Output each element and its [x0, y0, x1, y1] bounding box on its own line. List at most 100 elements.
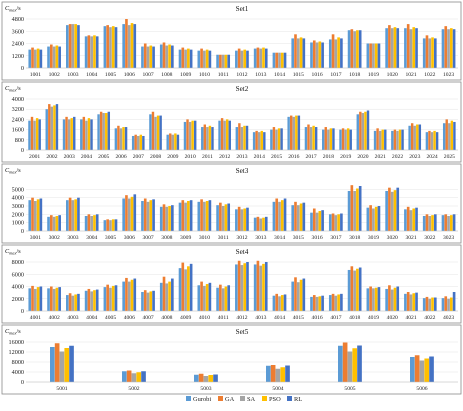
x-tick-label: 2025 [444, 154, 455, 160]
bar-ga-3015 [294, 201, 297, 231]
bar-rl-3023 [452, 214, 456, 231]
y-axis-label-main: C [5, 248, 10, 255]
bar-rl-1015 [302, 38, 306, 68]
bar-ga-2018 [324, 127, 327, 150]
bar-rl-3014 [283, 198, 287, 231]
x-tick-label: 2018 [323, 154, 334, 160]
bar-sa-3007 [146, 201, 150, 231]
bar-rl-5001 [69, 345, 74, 382]
bar-rl-1014 [283, 52, 287, 68]
bar-pso-1015 [299, 37, 303, 69]
bar-pso-1006 [130, 23, 134, 68]
x-tick-label: 1021 [405, 72, 416, 78]
bar-pso-4010 [205, 284, 209, 311]
bar-rl-3003 [77, 197, 80, 231]
panel-frame [1, 324, 462, 395]
bar-rl-2023 [418, 124, 422, 150]
bar-rl-3008 [171, 205, 174, 231]
bar-ga-2006 [117, 125, 120, 150]
bar-gurobi-4017 [328, 295, 332, 311]
y-tick-label: 3200 [12, 106, 24, 113]
bar-sa-4020 [390, 289, 394, 311]
bar-sa-3023 [447, 216, 450, 231]
legend-swatch-rl [287, 396, 292, 401]
bar-sa-3015 [296, 205, 300, 231]
bar-ga-4009 [181, 262, 185, 311]
bar-ga-1010 [200, 48, 203, 68]
bar-rl-2010 [194, 120, 197, 150]
y-axis-label-unit: /s [16, 328, 21, 335]
bar-pso-2013 [243, 125, 246, 150]
bar-gurobi-3001 [28, 200, 32, 231]
bar-sa-4001 [34, 288, 37, 311]
bar-ga-4020 [388, 285, 391, 311]
bar-sa-2011 [206, 127, 209, 150]
bar-sa-4016 [315, 296, 319, 311]
bar-ga-2012 [220, 118, 224, 151]
bar-rl-1012 [246, 50, 249, 68]
y-tick-label: 1200 [12, 53, 24, 60]
bar-pso-1023 [450, 28, 453, 68]
bar-sa-3016 [315, 212, 319, 231]
y-axis-label: Cmax/s [5, 248, 21, 256]
bar-gurobi-4023 [441, 298, 445, 311]
bar-gurobi-1023 [441, 29, 445, 68]
bar-rl-1020 [396, 28, 400, 68]
bar-gurobi-1019 [366, 43, 370, 68]
bar-sa-5004 [275, 368, 281, 382]
x-tick-label: 3016 [312, 235, 323, 241]
bar-rl-4018 [358, 267, 362, 311]
bar-ga-3020 [388, 187, 391, 231]
y-tick-label: 4000 [12, 369, 24, 376]
bar-rl-2002 [55, 104, 59, 150]
bar-sa-3009 [184, 202, 187, 231]
bar-gurobi-1012 [235, 50, 238, 68]
bar-sa-2022 [396, 130, 399, 151]
bar-ga-4014 [275, 293, 279, 311]
bar-rl-2007 [142, 135, 145, 150]
bar-rl-3001 [39, 198, 43, 231]
bar-rl-4017 [340, 293, 343, 311]
x-tick-label: 1020 [387, 72, 398, 78]
bar-sa-1015 [296, 38, 300, 68]
bar-gurobi-1020 [385, 28, 388, 68]
x-tick-label: 2006 [115, 154, 126, 160]
bar-rl-4011 [227, 285, 231, 311]
bar-ga-3003 [68, 197, 72, 231]
bar-ga-1020 [388, 25, 391, 69]
bar-pso-3003 [74, 199, 77, 231]
x-tick-label: 1013 [255, 72, 266, 78]
x-tick-label: 4013 [255, 315, 266, 321]
x-tick-label: 1018 [349, 72, 360, 78]
bar-sa-1001 [34, 49, 37, 69]
bar-pso-2011 [208, 125, 212, 150]
bar-pso-1013 [262, 47, 265, 68]
bar-ga-2001 [30, 116, 34, 150]
bar-gurobi-2016 [287, 116, 290, 150]
y-axis-label-sub: max [9, 8, 16, 13]
bar-sa-3008 [165, 206, 169, 231]
x-tick-label: 1006 [124, 72, 135, 78]
bar-pso-4005 [111, 285, 115, 311]
bar-sa-2001 [33, 120, 36, 150]
bar-gurobi-4022 [422, 298, 426, 311]
bar-ga-3001 [31, 197, 34, 231]
bar-gurobi-1010 [197, 50, 201, 68]
bar-pso-4019 [374, 287, 378, 311]
bar-gurobi-1018 [347, 30, 351, 68]
bar-pso-3008 [168, 206, 171, 231]
legend-swatch-ga [218, 396, 223, 401]
y-tick-label: 800 [15, 137, 24, 144]
bar-rl-1017 [340, 38, 343, 68]
panel-title: Set1 [236, 5, 249, 13]
bar-sa-4019 [372, 288, 375, 311]
bar-pso-1007 [149, 45, 153, 68]
bar-pso-3023 [450, 215, 453, 231]
bar-sa-3006 [127, 198, 131, 231]
bar-sa-2010 [188, 121, 192, 150]
bar-ga-2024 [428, 130, 431, 151]
y-axis-label: Cmax/s [5, 167, 21, 175]
bar-gurobi-2019 [339, 129, 342, 150]
bar-pso-5001 [64, 348, 70, 382]
bar-pso-1016 [318, 41, 322, 68]
